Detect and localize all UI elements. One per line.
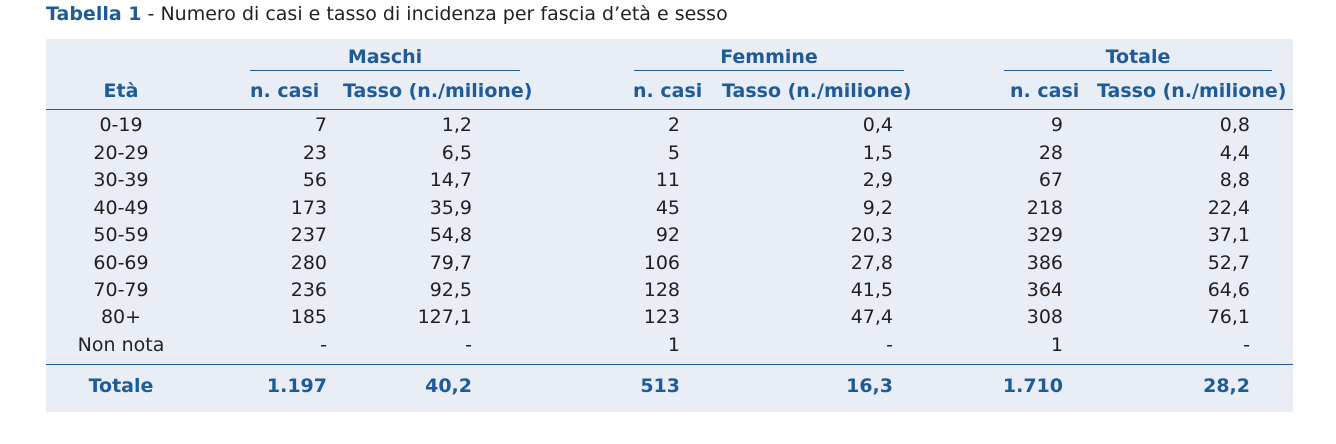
cell-total-cases: 9 — [1050, 114, 1063, 136]
cell-female-rate: 27,8 — [850, 252, 893, 274]
table-row: 30-39 56 14,7 11 2,9 67 8,8 — [0, 167, 1336, 193]
cell-female-rate: 1,5 — [862, 142, 893, 164]
table-row: 40-49 173 35,9 45 9,2 218 22,4 — [0, 195, 1336, 221]
total-female-cases: 513 — [640, 375, 680, 397]
column-header-male-rate: Tasso (n./milione) — [343, 80, 533, 102]
cell-total-cases: 67 — [1038, 169, 1063, 191]
cell-female-cases: 1 — [667, 334, 680, 356]
table-title: Tabella 1 - Numero di casi e tasso di in… — [46, 3, 728, 25]
column-header-total-rate: Tasso (n./milione) — [1097, 80, 1287, 102]
cell-female-rate: 0,4 — [862, 114, 893, 136]
cell-male-cases: 237 — [290, 224, 327, 246]
group-underline-female — [634, 70, 904, 71]
cell-total-rate: 76,1 — [1207, 306, 1250, 328]
cell-male-cases: 185 — [290, 306, 327, 328]
cell-total-rate: 37,1 — [1207, 224, 1250, 246]
total-label: Totale — [88, 375, 154, 397]
total-all-rate: 28,2 — [1203, 375, 1250, 397]
cell-male-rate: 127,1 — [417, 306, 472, 328]
cell-male-rate: 6,5 — [441, 142, 472, 164]
cell-total-cases: 364 — [1026, 279, 1063, 301]
cell-male-rate: 35,9 — [429, 197, 472, 219]
cell-total-rate: 22,4 — [1207, 197, 1250, 219]
cell-male-cases: 173 — [290, 197, 327, 219]
cell-total-cases: 218 — [1026, 197, 1063, 219]
table-row: 20-29 23 6,5 5 1,5 28 4,4 — [0, 140, 1336, 166]
total-all-cases: 1.710 — [1002, 375, 1063, 397]
cell-age: 30-39 — [93, 169, 149, 191]
cell-total-cases: 386 — [1026, 252, 1063, 274]
cell-male-cases: 23 — [302, 142, 327, 164]
cell-male-rate: 14,7 — [429, 169, 472, 191]
cell-age: 0-19 — [99, 114, 143, 136]
cell-female-cases: 5 — [667, 142, 680, 164]
table-row: 50-59 237 54,8 92 20,3 329 37,1 — [0, 222, 1336, 248]
table-row: 0-19 7 1,2 2 0,4 9 0,8 — [0, 112, 1336, 138]
cell-total-rate: - — [1243, 334, 1250, 356]
table-title-label: Tabella 1 — [46, 3, 142, 25]
cell-female-rate: 47,4 — [850, 306, 893, 328]
total-female-rate: 16,3 — [846, 375, 893, 397]
cell-total-cases: 329 — [1026, 224, 1063, 246]
cell-female-cases: 92 — [655, 224, 680, 246]
column-header-total-cases: n. casi — [1010, 80, 1080, 102]
cell-female-cases: 106 — [643, 252, 680, 274]
cell-age: 60-69 — [93, 252, 149, 274]
cell-male-rate: - — [465, 334, 472, 356]
cell-female-cases: 123 — [643, 306, 680, 328]
cell-male-cases: - — [320, 334, 327, 356]
total-rule — [46, 364, 1293, 365]
table-row: 70-79 236 92,5 128 41,5 364 64,6 — [0, 277, 1336, 303]
cell-age: 40-49 — [93, 197, 149, 219]
group-header-male: Maschi — [347, 46, 423, 68]
cell-total-cases: 1 — [1050, 334, 1063, 356]
group-underline-total — [1004, 70, 1272, 71]
cell-total-cases: 308 — [1026, 306, 1063, 328]
cell-female-rate: 41,5 — [850, 279, 893, 301]
total-male-cases: 1.197 — [266, 375, 327, 397]
cell-female-rate: 20,3 — [850, 224, 893, 246]
cell-female-cases: 11 — [655, 169, 680, 191]
cell-male-rate: 79,7 — [429, 252, 472, 274]
group-underline-male — [250, 70, 520, 71]
column-header-female-rate: Tasso (n./milione) — [722, 80, 912, 102]
cell-male-rate: 92,5 — [429, 279, 472, 301]
group-header-female: Femmine — [720, 46, 818, 68]
cell-female-cases: 128 — [643, 279, 680, 301]
cell-total-rate: 4,4 — [1219, 142, 1250, 164]
cell-female-rate: - — [886, 334, 893, 356]
cell-female-cases: 45 — [655, 197, 680, 219]
cell-age: Non nota — [77, 334, 165, 356]
table-row: 60-69 280 79,7 106 27,8 386 52,7 — [0, 250, 1336, 276]
table-row: Non nota - - 1 - 1 - — [0, 332, 1336, 358]
cell-male-cases: 280 — [290, 252, 327, 274]
cell-female-rate: 2,9 — [862, 169, 893, 191]
cell-female-cases: 2 — [667, 114, 680, 136]
table-title-text: - Numero di casi e tasso di incidenza pe… — [141, 3, 728, 25]
table-panel — [46, 39, 1293, 412]
cell-male-cases: 236 — [290, 279, 327, 301]
group-header-total: Totale — [1105, 46, 1171, 68]
total-row: Totale 1.197 40,2 513 16,3 1.710 28,2 — [0, 373, 1336, 399]
column-header-age: Età — [103, 80, 139, 102]
cell-total-rate: 8,8 — [1219, 169, 1250, 191]
cell-male-rate: 54,8 — [429, 224, 472, 246]
cell-age: 50-59 — [93, 224, 149, 246]
cell-age: 80+ — [100, 306, 142, 328]
cell-total-rate: 52,7 — [1207, 252, 1250, 274]
cell-male-cases: 56 — [302, 169, 327, 191]
cell-total-rate: 0,8 — [1219, 114, 1250, 136]
cell-female-rate: 9,2 — [862, 197, 893, 219]
cell-age: 70-79 — [93, 279, 149, 301]
cell-total-cases: 28 — [1038, 142, 1063, 164]
column-header-female-cases: n. casi — [633, 80, 703, 102]
header-rule — [46, 109, 1293, 110]
cell-male-cases: 7 — [314, 114, 327, 136]
cell-male-rate: 1,2 — [441, 114, 472, 136]
cell-age: 20-29 — [93, 142, 149, 164]
column-header-male-cases: n. casi — [250, 80, 320, 102]
total-male-rate: 40,2 — [425, 375, 472, 397]
cell-total-rate: 64,6 — [1207, 279, 1250, 301]
table-row: 80+ 185 127,1 123 47,4 308 76,1 — [0, 304, 1336, 330]
